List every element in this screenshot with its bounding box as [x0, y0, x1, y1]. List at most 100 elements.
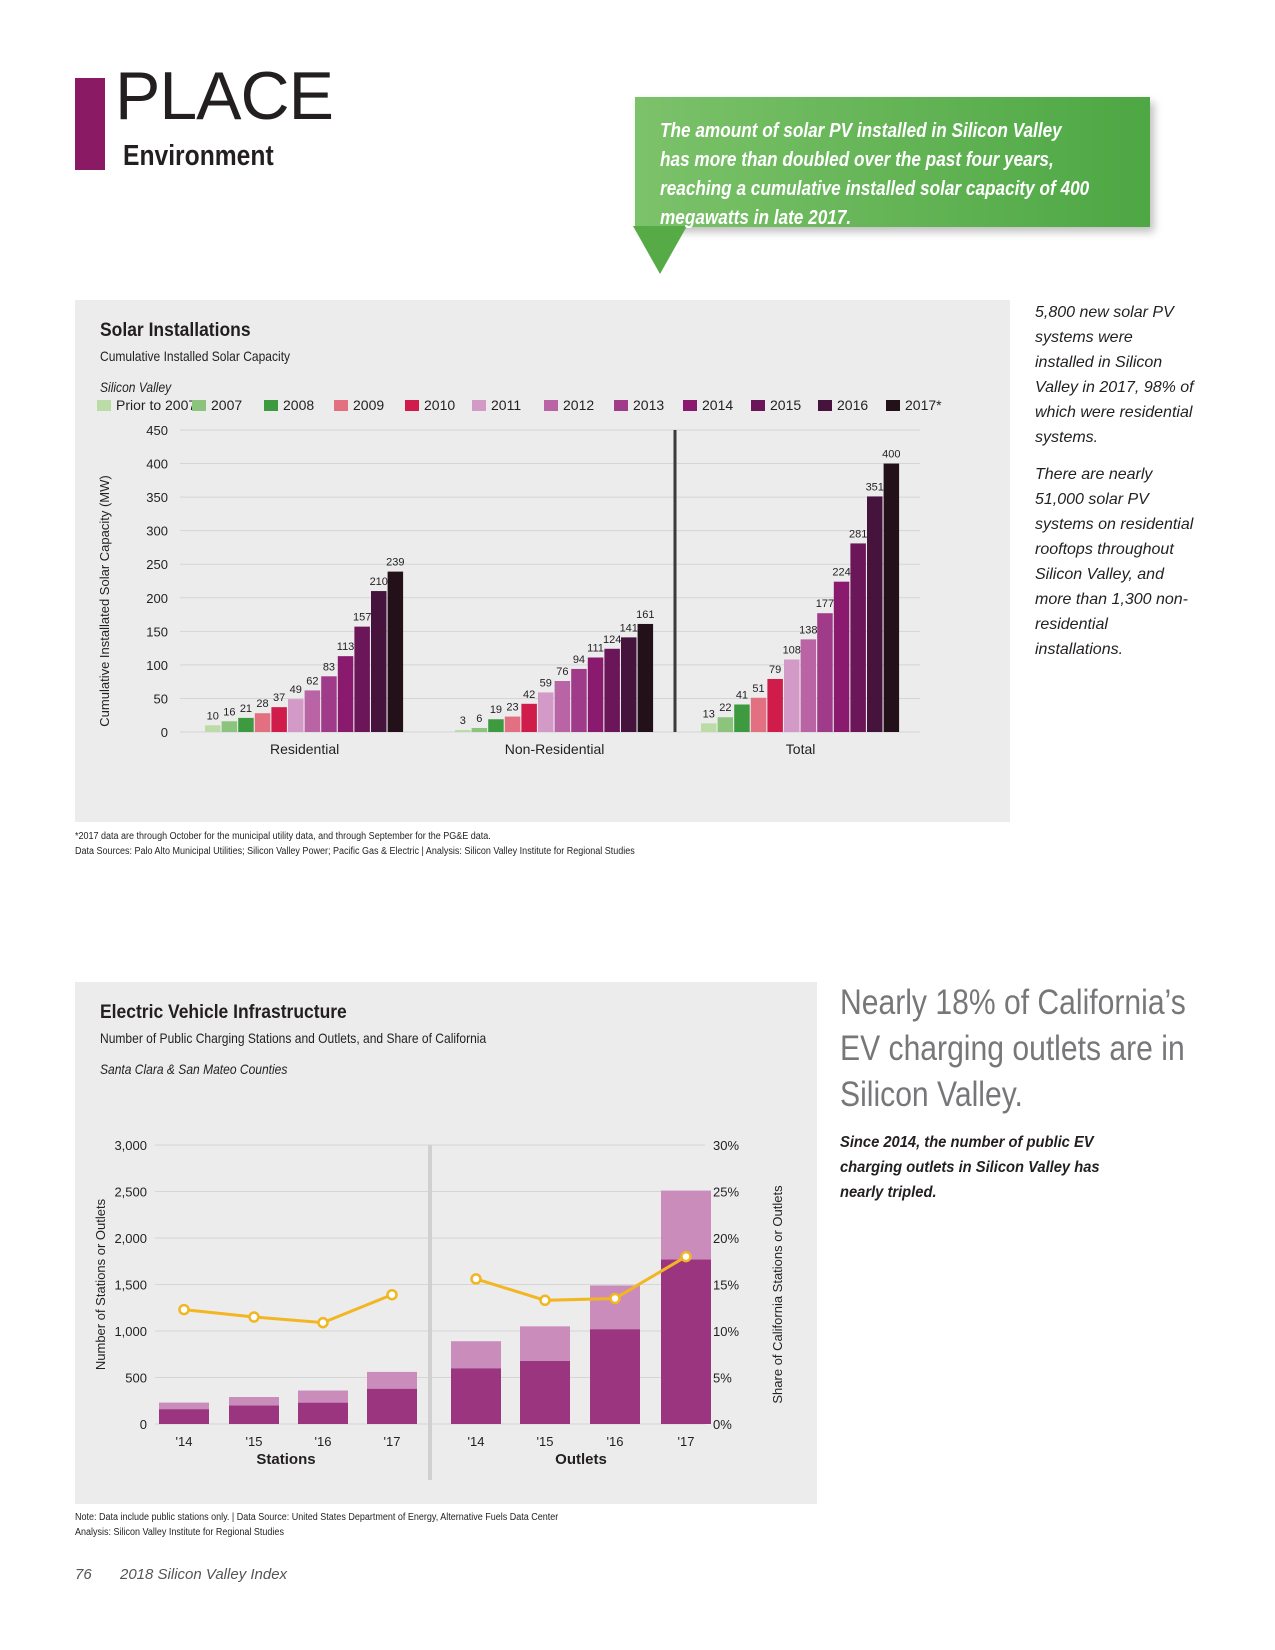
ev-y2-tick-label-0: 0%: [713, 1417, 732, 1432]
ev-x-tick-label-5: '15: [537, 1434, 554, 1449]
bar-total-10: [867, 496, 883, 732]
ev-y2-tick-label-4: 20%: [713, 1231, 739, 1246]
ev-y2-tick-label-1: 5%: [713, 1371, 732, 1386]
ev-chart: San Mateo CountySanta Clara CountyShare …: [93, 1138, 785, 1480]
data-label-2-9: 281: [849, 528, 867, 540]
ev-y-tick-label-6: 3,000: [114, 1138, 147, 1153]
legend-label-0: Prior to 2007: [116, 400, 196, 413]
ev-chart-subtitle: Number of Public Charging Stations and O…: [100, 1030, 487, 1046]
bar-nonresidential-2: [488, 719, 504, 732]
page-number: 76: [75, 1566, 92, 1583]
data-label-0-9: 157: [353, 612, 371, 624]
bar-total-3: [750, 697, 767, 732]
section-title: PLACE: [115, 58, 334, 134]
bar-santa-clara-3: [367, 1388, 417, 1424]
data-label-0-1: 16: [223, 706, 235, 718]
data-label-0-5: 49: [290, 684, 302, 696]
ev-quote: Nearly 18% of California’s EV charging o…: [840, 983, 1186, 1114]
ev-x-tick-label-0: '14: [176, 1434, 193, 1449]
legend-swatch-1: [192, 400, 206, 411]
share-line-stations: [183, 1293, 393, 1325]
bar-residential-9: [354, 626, 370, 732]
bar-total-0: [701, 723, 717, 732]
bar-santa-clara-0: [159, 1409, 209, 1424]
bar-santa-clara-4: [451, 1368, 501, 1424]
ev-y2-tick-label-6: 30%: [713, 1138, 739, 1153]
legend-label-7: 2013: [633, 400, 664, 413]
bar-residential-8: [337, 656, 354, 732]
bar-nonresidential-1: [471, 727, 488, 732]
legend-swatch-3: [334, 400, 348, 411]
bar-san-mateo-4: [451, 1341, 501, 1369]
ev-footnote: Note: Data include public stations only.…: [75, 1512, 559, 1523]
bar-residential-6: [304, 690, 321, 732]
data-label-0-11: 239: [386, 557, 404, 569]
legend-label-11: 2017*: [905, 400, 942, 413]
data-label-2-2: 41: [736, 689, 748, 701]
group-label-outlets: Outlets: [555, 1451, 607, 1468]
share-point-3: [386, 1288, 398, 1301]
bar-san-mateo-3: [367, 1371, 417, 1389]
bar-santa-clara-5: [520, 1360, 570, 1424]
bar-total-2: [734, 704, 750, 732]
bar-nonresidential-0: [455, 729, 471, 732]
legend-swatch-7: [614, 400, 628, 411]
data-label-1-1: 6: [476, 713, 482, 725]
solar-footnote: *2017 data are through October for the m…: [75, 831, 491, 842]
bar-san-mateo-0: [159, 1402, 209, 1410]
share-line-outlets: [475, 1255, 687, 1302]
data-label-2-8: 224: [832, 567, 850, 579]
y-tick-label-9: 450: [146, 423, 168, 438]
bar-santa-clara-1: [229, 1405, 279, 1424]
bar-residential-10: [371, 591, 387, 732]
ev-y-tick-label-1: 500: [125, 1371, 147, 1386]
data-label-2-0: 13: [703, 708, 715, 720]
data-label-1-11: 161: [636, 609, 654, 621]
y-tick-label-7: 350: [146, 490, 168, 505]
bar-total-1: [717, 717, 734, 732]
y-tick-label-4: 200: [146, 591, 168, 606]
share-point-7: [680, 1250, 692, 1263]
ev-chart-title: Electric Vehicle Infrastructure: [100, 1002, 347, 1023]
y-axis-title: Cumulative Installated Solar Capacity (M…: [97, 475, 112, 726]
y-tick-label-6: 300: [146, 524, 168, 539]
bar-total-4: [767, 678, 783, 732]
bar-san-mateo-5: [520, 1326, 570, 1361]
ev-chart-region: Santa Clara & San Mateo Counties: [100, 1061, 288, 1077]
bar-santa-clara-2: [298, 1402, 348, 1424]
data-label-2-1: 22: [719, 702, 731, 714]
legend-label-10: 2016: [837, 400, 868, 413]
ev-y2-axis-title: Share of California Stations or Outlets: [770, 1185, 785, 1404]
ev-y-tick-label-0: 0: [140, 1417, 147, 1432]
bar-residential-1: [221, 721, 238, 732]
data-label-1-0: 3: [460, 715, 466, 727]
bar-nonresidential-11: [637, 623, 654, 732]
data-label-1-8: 111: [587, 643, 604, 655]
legend-swatch-0: [97, 400, 111, 411]
ev-analysis: Analysis: Silicon Valley Institute for R…: [75, 1527, 284, 1538]
legend-swatch-4: [405, 400, 419, 411]
bar-san-mateo-2: [298, 1390, 348, 1403]
data-label-0-10: 210: [370, 576, 388, 588]
ev-y2-tick-label-3: 15%: [713, 1278, 739, 1293]
data-label-2-3: 51: [752, 683, 764, 695]
y-tick-label-2: 100: [146, 658, 168, 673]
callout-text: The amount of solar PV installed in Sili…: [660, 120, 1090, 229]
section-subtitle: Environment: [123, 140, 274, 172]
legend-label-5: 2011: [491, 400, 521, 413]
bar-residential-4: [271, 707, 287, 732]
ev-x-tick-label-3: '17: [384, 1434, 401, 1449]
legend-label-4: 2010: [424, 400, 455, 413]
data-label-1-6: 76: [556, 666, 568, 678]
ev-x-tick-label-6: '16: [607, 1434, 624, 1449]
ev-x-tick-label-4: '14: [468, 1434, 485, 1449]
bar-nonresidential-10: [621, 637, 637, 732]
data-label-1-9: 124: [603, 634, 621, 646]
data-label-0-6: 62: [306, 675, 318, 687]
bar-nonresidential-7: [571, 668, 587, 732]
y-tick-label-0: 0: [161, 725, 168, 740]
data-label-2-4: 79: [769, 664, 781, 676]
share-point-2: [317, 1316, 329, 1329]
legend-swatch-5: [472, 400, 486, 411]
data-label-1-7: 94: [573, 654, 585, 666]
